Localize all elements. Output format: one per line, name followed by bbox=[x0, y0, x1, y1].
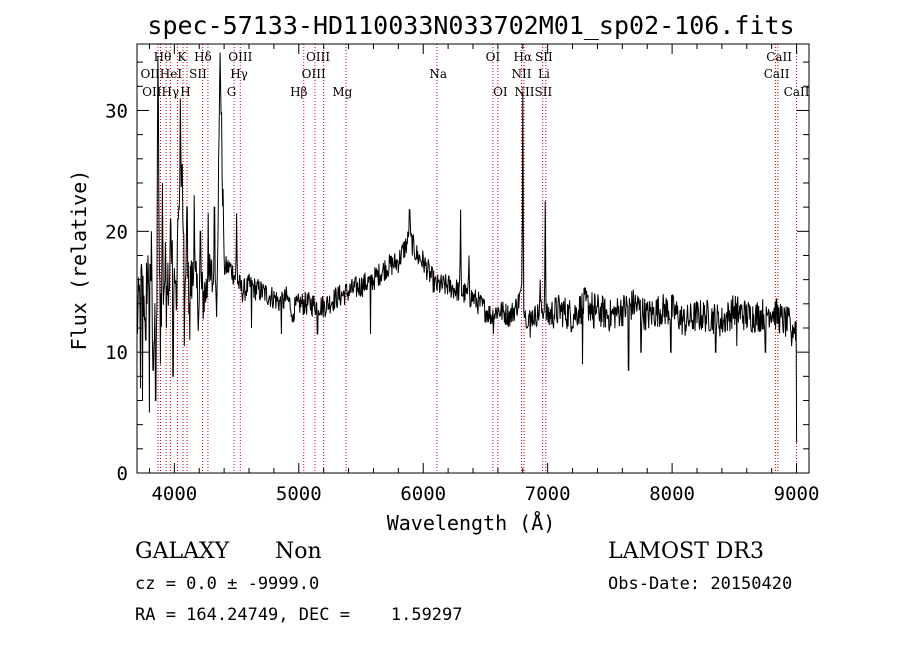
object-subclass: Non bbox=[275, 539, 322, 564]
x-tick-label: 9000 bbox=[774, 483, 820, 505]
line-label: OI bbox=[486, 50, 501, 64]
line-label: CaII bbox=[766, 50, 792, 64]
survey-name: LAMOST DR3 bbox=[608, 539, 764, 564]
line-label: G bbox=[227, 85, 237, 99]
y-tick-label: 0 bbox=[117, 463, 128, 485]
line-label: Hγ bbox=[230, 67, 248, 81]
y-axis-label: Flux (relative) bbox=[67, 170, 91, 351]
x-tick-label: 5000 bbox=[276, 483, 322, 505]
x-axis-label: Wavelength (Å) bbox=[387, 511, 556, 535]
line-label: Hα bbox=[513, 50, 532, 64]
line-label: OIII bbox=[306, 50, 330, 64]
line-label: CaII bbox=[764, 67, 790, 81]
obs-date: Obs-Date: 20150420 bbox=[608, 574, 792, 594]
line-label: OIIHeI bbox=[140, 67, 182, 81]
redshift-cz: cz = 0.0 ± -9999.0 bbox=[135, 574, 319, 594]
line-markers bbox=[157, 44, 798, 473]
line-label: CaII bbox=[784, 85, 810, 99]
x-tick-label: 7000 bbox=[525, 483, 571, 505]
line-label: OIII bbox=[228, 50, 252, 64]
x-axis-ticks: 4000 5000 6000 7000 8000 9000 bbox=[148, 44, 820, 505]
ra-dec: RA = 164.24749, DEC = 1.59297 bbox=[135, 605, 463, 625]
line-label: OIII bbox=[302, 67, 326, 81]
y-tick-label: 20 bbox=[105, 221, 128, 243]
line-label: H bbox=[180, 85, 190, 99]
line-label: SII bbox=[189, 67, 207, 81]
line-label: SII bbox=[535, 50, 553, 64]
x-tick-label: 4000 bbox=[151, 483, 197, 505]
x-tick-label: 8000 bbox=[649, 483, 695, 505]
object-class: GALAXY bbox=[135, 539, 230, 564]
line-label: Li bbox=[538, 67, 550, 81]
x-tick-label: 6000 bbox=[400, 483, 446, 505]
y-tick-label: 10 bbox=[105, 342, 128, 364]
line-label: NII bbox=[512, 67, 532, 81]
line-label: Mg bbox=[332, 85, 352, 99]
line-label: OIIHγ bbox=[142, 85, 179, 99]
line-label: Hθ bbox=[154, 50, 172, 64]
line-label: NIISII bbox=[515, 85, 553, 99]
line-label: Na bbox=[429, 67, 447, 81]
chart-title: spec-57133-HD110033N033702M01_sp02-106.f… bbox=[147, 11, 794, 40]
spectrum-trace bbox=[136, 52, 798, 443]
line-label: Hδ bbox=[194, 50, 212, 64]
line-label: OI bbox=[493, 85, 508, 99]
y-axis-ticks: 0 10 20 30 bbox=[105, 61, 809, 485]
plot-frame bbox=[136, 43, 810, 474]
line-label: Hβ bbox=[290, 85, 307, 99]
line-label: K bbox=[177, 50, 187, 64]
y-tick-label: 30 bbox=[105, 100, 128, 122]
